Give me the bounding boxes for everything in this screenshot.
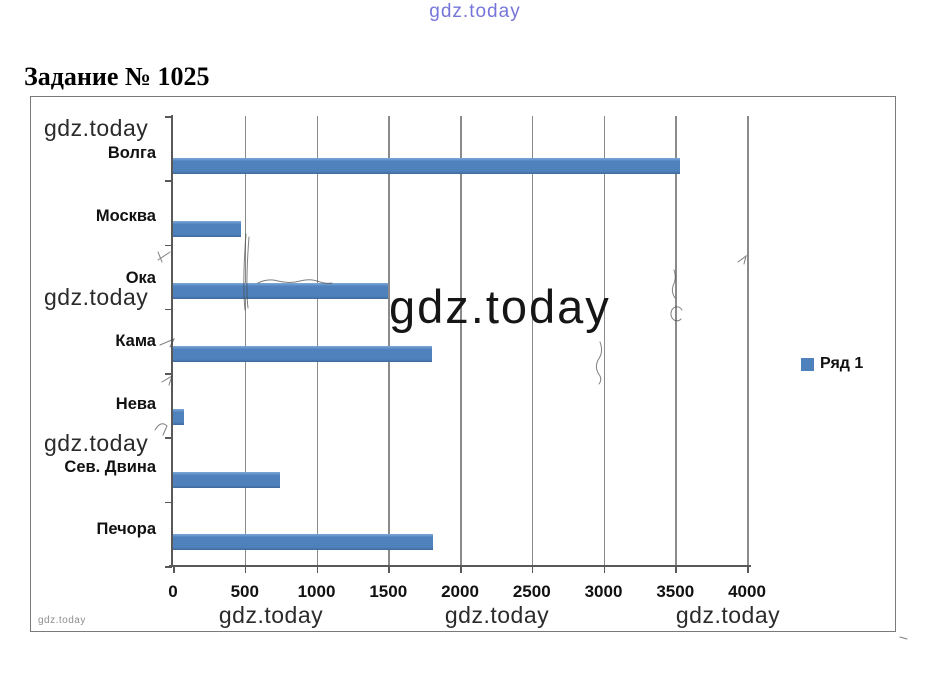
- category-label-Кама: Кама: [115, 332, 156, 351]
- bar-Кама: [173, 346, 433, 363]
- bar-Волга: [173, 158, 680, 174]
- y-axis-tick: [165, 437, 172, 439]
- bar-Нева: [173, 408, 184, 425]
- x-tick-label-2500: 2500: [512, 582, 551, 601]
- watermark-left-2: gdz.today: [44, 284, 149, 310]
- y-axis-tick: [165, 566, 172, 568]
- x-axis-tick-3000: [603, 567, 605, 573]
- watermark-small: gdz.today: [38, 615, 86, 626]
- y-axis-tick: [165, 308, 172, 311]
- x-axis-tick-2000: [460, 567, 462, 573]
- bar-Ока: [173, 283, 389, 300]
- category-label-Волга: Волга: [107, 144, 156, 162]
- gridline-3000: [603, 116, 605, 566]
- category-label-Печора: Печора: [96, 520, 156, 539]
- x-axis-tick-3500: [675, 567, 677, 573]
- x-tick-label-4000: 4000: [728, 582, 766, 601]
- bar-Москва: [173, 220, 241, 237]
- watermark-bottom-1: gdz.today: [218, 602, 324, 628]
- gridline-1000: [316, 116, 318, 566]
- x-tick-label-2000: 2000: [441, 582, 479, 601]
- x-tick-label-3000: 3000: [584, 582, 623, 601]
- watermark-bottom-3: gdz.today: [675, 602, 781, 628]
- chart-frame: 0 500 1000 1500 2000 2500 3000 3500 4000 Волга Мос…: [30, 96, 896, 632]
- watermark-left-1: gdz.today: [44, 115, 149, 141]
- watermark-left-3: gdz.today: [44, 430, 149, 456]
- page-title: Задание № 1025: [24, 62, 210, 91]
- gridline-1500: [388, 116, 390, 566]
- legend-swatch: [801, 357, 814, 371]
- watermark-top: gdz.today: [429, 1, 521, 22]
- category-label-Москва: Москва: [95, 206, 156, 225]
- y-axis-tick: [165, 373, 172, 375]
- x-tick-label-1500: 1500: [369, 582, 408, 601]
- x-axis-tick-500: [244, 567, 247, 573]
- y-axis-tick: [165, 244, 172, 247]
- y-axis-tick: [165, 180, 172, 182]
- gridline-2000: [460, 116, 462, 566]
- x-axis-tick-2500: [531, 567, 534, 573]
- x-axis-tick-0: [173, 567, 175, 573]
- x-axis-tick-1000: [316, 567, 318, 573]
- gridline-2500: [531, 116, 534, 566]
- gridline-4000: [747, 116, 749, 566]
- bar-Печора: [173, 534, 433, 551]
- gridline-3500: [675, 116, 677, 566]
- x-tick-label-0: 0: [168, 582, 178, 601]
- category-label-Сев. Двина: Сев. Двина: [64, 457, 156, 476]
- legend: Ряд 1: [801, 355, 863, 373]
- gridline-500: [244, 116, 247, 566]
- x-tick-label-1000: 1000: [297, 582, 336, 601]
- y-axis-tick: [165, 501, 172, 504]
- x-axis-tick-4000: [747, 567, 749, 573]
- x-tick-label-3500: 3500: [656, 582, 695, 601]
- y-axis-tick: [165, 116, 172, 118]
- x-tick-label-500: 500: [230, 582, 259, 601]
- x-axis-tick-1500: [388, 567, 390, 573]
- x-axis: [169, 565, 751, 567]
- y-axis: [171, 115, 173, 567]
- category-label-Нева: Нева: [115, 394, 156, 413]
- watermark-bottom-2: gdz.today: [444, 602, 550, 628]
- pen-dash-mark: [899, 636, 908, 640]
- bar-Сев. Двина: [173, 471, 280, 488]
- watermark-center: gdz.today: [389, 280, 611, 333]
- category-label-Ока: Ока: [125, 269, 156, 288]
- legend-label: Ряд 1: [820, 355, 864, 372]
